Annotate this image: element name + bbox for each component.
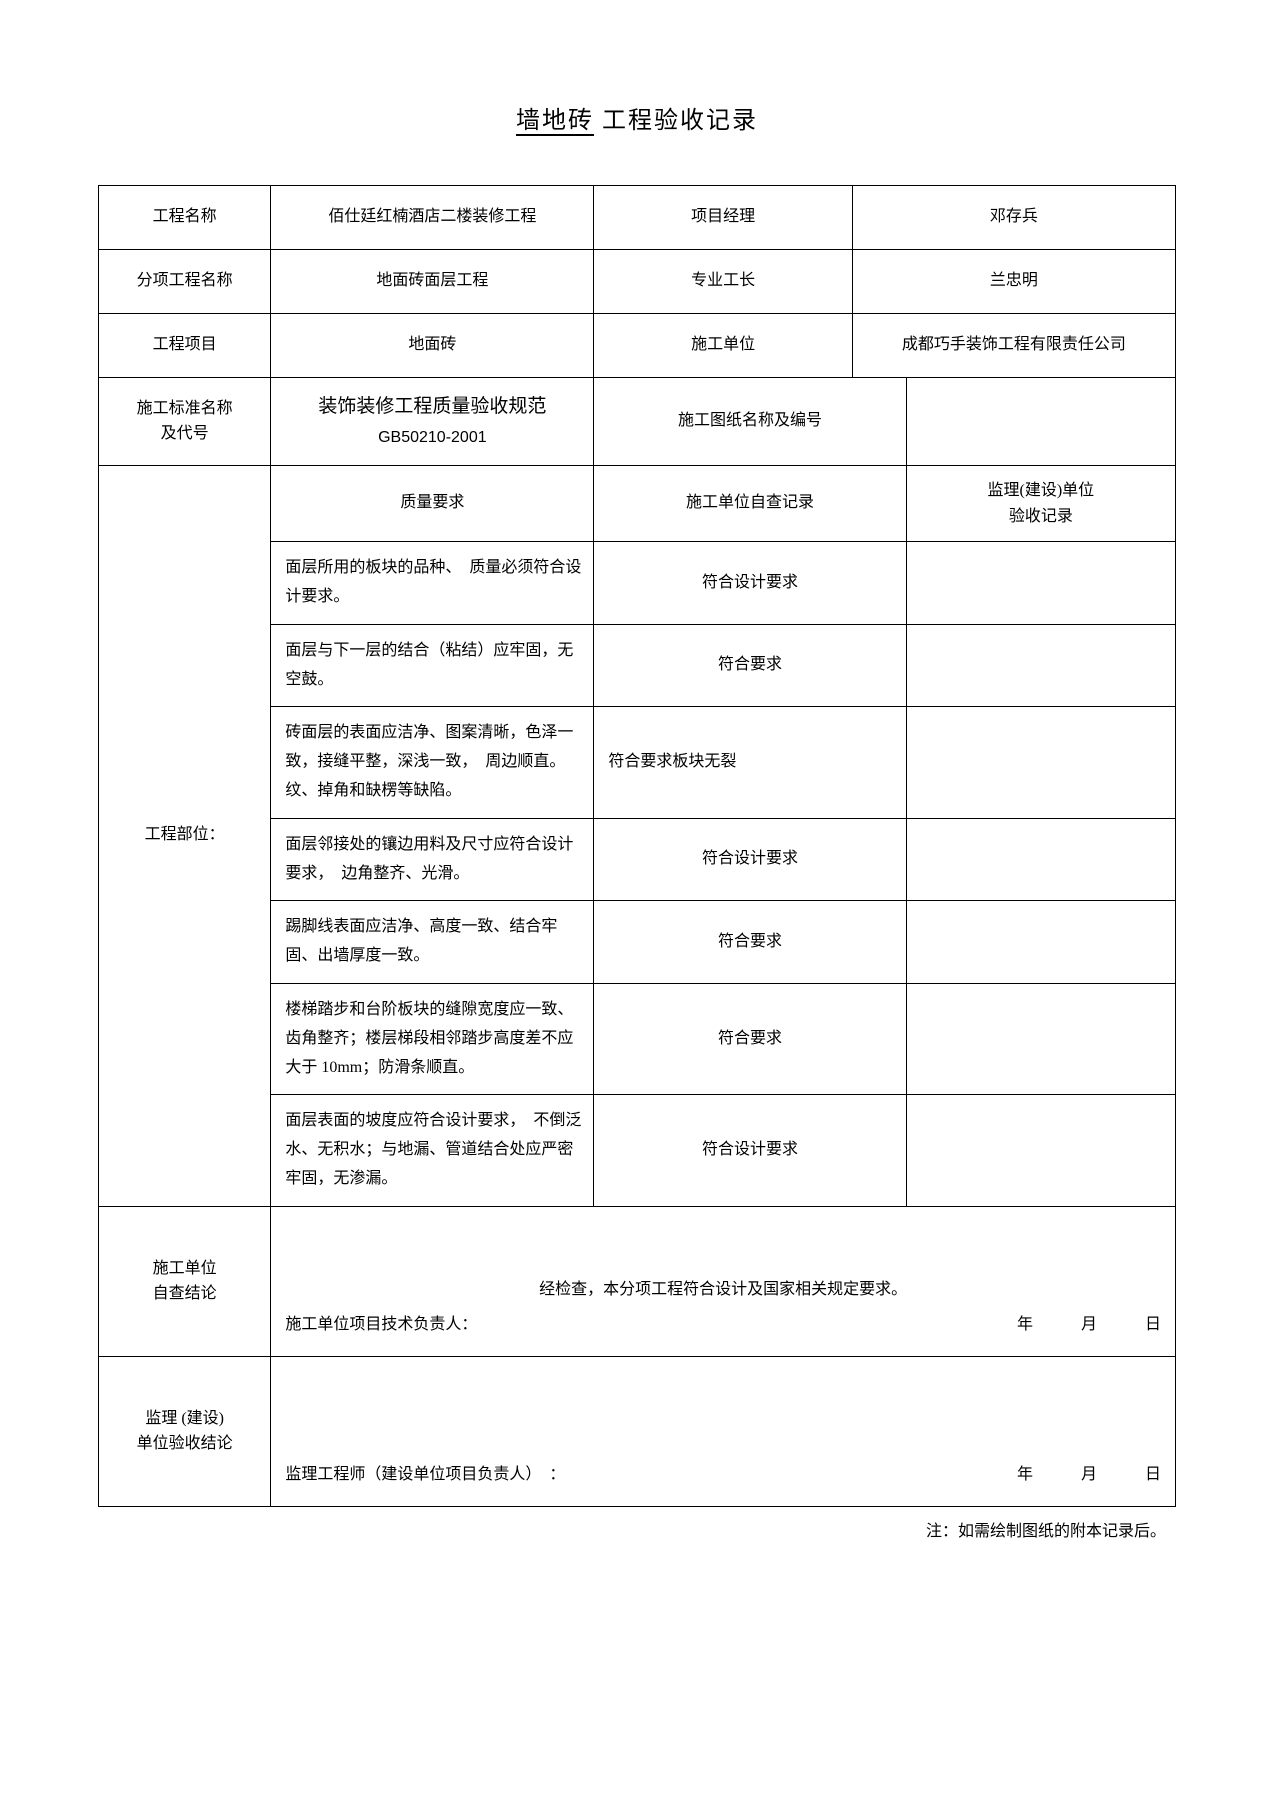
footer-note: 注：如需绘制图纸的附本记录后。 xyxy=(98,1517,1176,1541)
title-prefix: 墙地砖 xyxy=(516,108,594,134)
document-title: 墙地砖 工程验收记录 xyxy=(98,100,1176,135)
value-standard: 装饰装修工程质量验收规范 GB50210-2001 xyxy=(271,378,594,466)
self-conclusion-text: 经检查，本分项工程符合设计及国家相关规定要求。 xyxy=(285,1276,1161,1305)
supervisor-cell xyxy=(906,818,1175,901)
label-construction-unit: 施工单位 xyxy=(594,314,852,378)
self-check-cell: 符合设计要求 xyxy=(594,818,906,901)
label-subproject: 分项工程名称 xyxy=(99,250,271,314)
label-supervisor-conclusion: 监理 (建设) 单位验收结论 xyxy=(99,1356,271,1506)
label-project-name: 工程名称 xyxy=(99,186,271,250)
label-standard: 施工标准名称 及代号 xyxy=(99,378,271,466)
label-standard-line1: 施工标准名称 xyxy=(109,396,260,422)
table-row: 施工标准名称 及代号 装饰装修工程质量验收规范 GB50210-2001 施工图… xyxy=(99,378,1176,466)
value-foreman: 兰忠明 xyxy=(852,250,1175,314)
label-engineering-part: 工程部位： xyxy=(99,465,271,1206)
self-check-cell: 符合设计要求 xyxy=(594,542,906,625)
supervisor-cell xyxy=(906,624,1175,707)
quality-req-cell: 面层表面的坡度应符合设计要求， 不倒泛水、无积水；与地漏、管道结合处应严密牢固，… xyxy=(271,1095,594,1206)
label-self-conclusion-line1: 施工单位 xyxy=(109,1256,260,1282)
supervisor-cell xyxy=(906,901,1175,984)
header-supervisor-line1: 监理(建设)单位 xyxy=(917,478,1165,504)
value-standard-line2: GB50210-2001 xyxy=(281,424,583,453)
inspection-record-table: 工程名称 佰仕廷红楠酒店二楼装修工程 项目经理 邓存兵 分项工程名称 地面砖面层… xyxy=(98,185,1176,1507)
label-supervisor-conclusion-line1: 监理 (建设) xyxy=(109,1406,260,1432)
supervisor-cell xyxy=(906,1095,1175,1206)
value-project-item: 地面砖 xyxy=(271,314,594,378)
table-row: 工程项目 地面砖 施工单位 成都巧手装饰工程有限责任公司 xyxy=(99,314,1176,378)
self-check-cell: 符合设计要求 xyxy=(594,1095,906,1206)
self-sign-label: 施工单位项目技术负责人： xyxy=(285,1311,477,1340)
quality-req-cell: 楼梯踏步和台阶板块的缝隙宽度应一致、齿角整齐；楼层梯段相邻踏步高度差不应大于 1… xyxy=(271,983,594,1094)
quality-req-cell: 面层所用的板块的品种、 质量必须符合设计要求。 xyxy=(271,542,594,625)
table-row: 施工单位 自查结论 经检查，本分项工程符合设计及国家相关规定要求。 施工单位项目… xyxy=(99,1206,1176,1356)
supervisor-cell xyxy=(906,707,1175,818)
label-drawing: 施工图纸名称及编号 xyxy=(594,378,906,466)
label-self-conclusion: 施工单位 自查结论 xyxy=(99,1206,271,1356)
value-project-manager: 邓存兵 xyxy=(852,186,1175,250)
table-row: 工程部位： 质量要求 施工单位自查记录 监理(建设)单位 验收记录 xyxy=(99,465,1176,541)
supervisor-sign-date: 年 月 日 xyxy=(1017,1461,1161,1490)
supervisor-sign-label: 监理工程师（建设单位项目负责人） ： xyxy=(285,1461,565,1490)
table-row: 监理 (建设) 单位验收结论 监理工程师（建设单位项目负责人） ： 年 月 日 xyxy=(99,1356,1176,1506)
quality-req-cell: 面层邻接处的镶边用料及尺寸应符合设计要求， 边角整齐、光滑。 xyxy=(271,818,594,901)
value-standard-line1: 装饰装修工程质量验收规范 xyxy=(281,390,583,424)
supervisor-cell xyxy=(906,983,1175,1094)
value-project-name: 佰仕廷红楠酒店二楼装修工程 xyxy=(271,186,594,250)
self-check-cell: 符合要求 xyxy=(594,624,906,707)
header-supervisor: 监理(建设)单位 验收记录 xyxy=(906,465,1175,541)
label-self-conclusion-line2: 自查结论 xyxy=(109,1281,260,1307)
label-project-item: 工程项目 xyxy=(99,314,271,378)
self-sign-date: 年 月 日 xyxy=(1017,1311,1161,1340)
self-conclusion-content: 经检查，本分项工程符合设计及国家相关规定要求。 施工单位项目技术负责人： 年 月… xyxy=(271,1206,1176,1356)
quality-req-cell: 踢脚线表面应洁净、高度一致、结合牢固、出墙厚度一致。 xyxy=(271,901,594,984)
value-construction-unit: 成都巧手装饰工程有限责任公司 xyxy=(852,314,1175,378)
label-supervisor-conclusion-line2: 单位验收结论 xyxy=(109,1431,260,1457)
table-row: 分项工程名称 地面砖面层工程 专业工长 兰忠明 xyxy=(99,250,1176,314)
value-drawing xyxy=(906,378,1175,466)
header-self-check: 施工单位自查记录 xyxy=(594,465,906,541)
quality-req-cell: 砖面层的表面应洁净、图案清晰，色泽一致，接缝平整，深浅一致， 周边顺直。纹、掉角… xyxy=(271,707,594,818)
supervisor-cell xyxy=(906,542,1175,625)
quality-req-cell: 面层与下一层的结合（粘结）应牢固，无空鼓。 xyxy=(271,624,594,707)
self-check-cell: 符合要求 xyxy=(594,901,906,984)
supervisor-conclusion-content: 监理工程师（建设单位项目负责人） ： 年 月 日 xyxy=(271,1356,1176,1506)
label-standard-line2: 及代号 xyxy=(109,421,260,447)
value-subproject: 地面砖面层工程 xyxy=(271,250,594,314)
self-check-cell: 符合要求 xyxy=(594,983,906,1094)
self-check-cell: 符合要求板块无裂 xyxy=(594,707,906,818)
header-quality-req: 质量要求 xyxy=(271,465,594,541)
title-suffix: 工程验收记录 xyxy=(602,108,758,134)
table-row: 工程名称 佰仕廷红楠酒店二楼装修工程 项目经理 邓存兵 xyxy=(99,186,1176,250)
label-project-manager: 项目经理 xyxy=(594,186,852,250)
label-foreman: 专业工长 xyxy=(594,250,852,314)
header-supervisor-line2: 验收记录 xyxy=(917,504,1165,530)
